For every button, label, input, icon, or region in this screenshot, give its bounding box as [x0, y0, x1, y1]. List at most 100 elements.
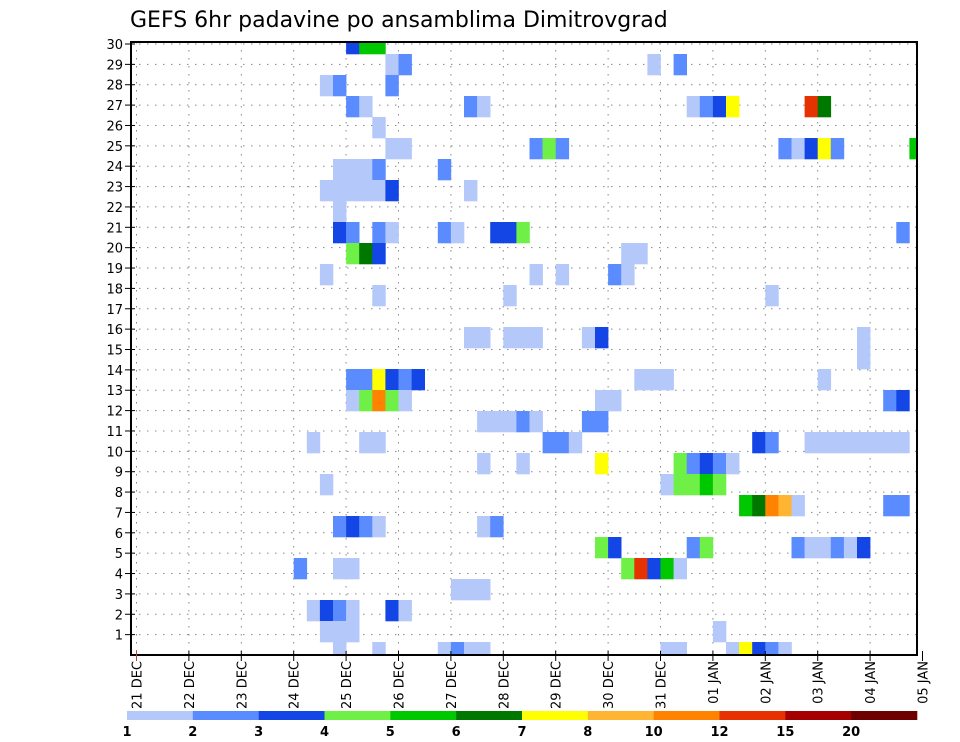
heatmap-cell: [372, 159, 386, 181]
heatmap-cell: [673, 642, 687, 655]
heatmap-cell: [503, 222, 517, 244]
heatmap-cell: [346, 369, 360, 391]
heatmap-cell: [437, 159, 452, 181]
heatmap-cell: [372, 243, 386, 265]
heatmap-cell: [464, 327, 478, 349]
x-tick-label: 05 JAN: [917, 661, 932, 704]
legend-swatch: [127, 711, 194, 720]
heatmap-cell: [372, 222, 386, 244]
legend-swatch: [258, 711, 325, 720]
heatmap-cell: [634, 369, 648, 391]
legend-swatch: [522, 711, 589, 720]
heatmap-cell: [843, 432, 858, 454]
heatmap-cell: [529, 138, 543, 160]
heatmap-cell: [765, 285, 779, 307]
heatmap-cell: [542, 138, 556, 160]
heatmap-cell: [817, 96, 832, 118]
y-tick-label: 23: [106, 181, 123, 196]
heatmap-cell: [817, 537, 832, 559]
heatmap-cell: [699, 474, 714, 496]
heatmap-cell: [359, 432, 373, 454]
heatmap-cell: [503, 411, 517, 433]
heatmap-cell: [857, 537, 871, 559]
heatmap-cell: [542, 432, 556, 454]
heatmap-cell: [293, 558, 308, 580]
y-tick-label: 19: [106, 262, 123, 277]
heatmap-cell: [372, 642, 386, 655]
heatmap-cell: [464, 96, 478, 118]
heatmap-cell: [896, 495, 910, 517]
heatmap-cell: [699, 537, 714, 559]
heatmap-cell: [385, 75, 399, 97]
heatmap-cell: [319, 621, 334, 643]
heatmap-cell: [686, 474, 701, 496]
color-legend: 1 2 3 4 5 6 7 8 10 12 15 20: [122, 711, 918, 740]
heatmap-cell: [333, 516, 347, 538]
heatmap-cell: [726, 453, 740, 475]
heatmap-cell: [477, 579, 491, 601]
heatmap-cell: [830, 537, 845, 559]
heatmap-cell: [516, 222, 530, 244]
heatmap-cell: [817, 138, 832, 160]
x-tick-label: 28 DEC: [497, 661, 512, 709]
heatmap-cell: [647, 558, 661, 580]
x-tick-label: 29 DEC: [550, 661, 565, 709]
heatmap-cell: [477, 642, 491, 655]
heatmap-cell: [450, 579, 465, 601]
legend-swatch: [324, 711, 391, 720]
heatmap-cell: [398, 54, 412, 76]
x-tick-label: 03 JAN: [812, 661, 827, 704]
heatmap-cell: [464, 180, 478, 202]
heatmap-cell: [791, 495, 805, 517]
heatmap-cell: [529, 264, 543, 286]
heatmap-cell: [739, 495, 753, 517]
y-axis: 1234567891011121314151617181920212223242…: [106, 38, 135, 644]
heatmap-cell: [660, 369, 674, 391]
heatmap-cell: [647, 369, 661, 391]
heatmap-cell: [660, 558, 674, 580]
heatmap-cell: [346, 390, 360, 412]
legend-label: 2: [188, 725, 197, 740]
legend-label: 5: [386, 725, 395, 740]
heatmap-cell: [529, 327, 543, 349]
x-tick-label: 26 DEC: [393, 661, 408, 709]
plot-frame: [130, 41, 918, 656]
heatmap-cell: [385, 600, 399, 622]
y-tick-label: 3: [115, 588, 123, 603]
heatmap-cell: [660, 474, 674, 496]
x-tick-label: 25 DEC: [340, 661, 355, 709]
heatmap-cell: [346, 159, 360, 181]
heatmap-cell: [333, 180, 347, 202]
heatmap-cell: [503, 285, 517, 307]
heatmap-cell: [686, 537, 701, 559]
heatmap-cell: [621, 264, 635, 286]
heatmap-cell: [712, 96, 727, 118]
heatmap-cell: [333, 621, 347, 643]
legend-swatch: [390, 711, 457, 720]
legend-label: 3: [254, 725, 263, 740]
heatmap-cells: [293, 42, 917, 655]
heatmap-cell: [490, 411, 504, 433]
heatmap-cell: [398, 369, 412, 391]
heatmap-cell: [595, 411, 609, 433]
heatmap-cell: [817, 432, 832, 454]
heatmap-cell: [385, 222, 399, 244]
heatmap-cell: [608, 390, 622, 412]
heatmap-cell: [830, 138, 845, 160]
y-tick-label: 5: [115, 547, 123, 562]
heatmap-cell: [673, 558, 687, 580]
y-tick-label: 20: [106, 242, 123, 257]
heatmap-cell: [359, 180, 373, 202]
heatmap-cell: [883, 432, 897, 454]
heatmap-cell: [595, 537, 609, 559]
heatmap-cell: [385, 54, 399, 76]
heatmap-cell: [857, 432, 871, 454]
heatmap-cell: [359, 390, 373, 412]
heatmap-cell: [568, 432, 583, 454]
heatmap-cell: [739, 642, 753, 655]
legend-swatch: [587, 711, 654, 720]
heatmap-cell: [333, 600, 347, 622]
heatmap-cell: [608, 537, 622, 559]
heatmap-cell: [477, 96, 491, 118]
